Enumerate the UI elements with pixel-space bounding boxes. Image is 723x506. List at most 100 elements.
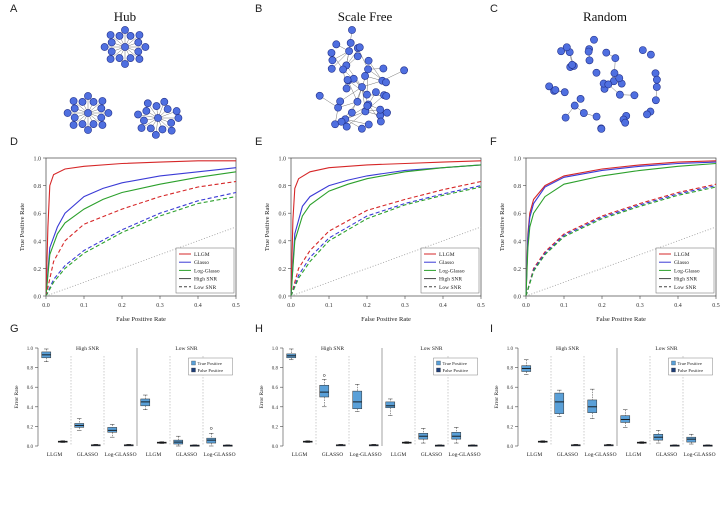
network-node (597, 124, 606, 133)
network-node (361, 72, 369, 80)
network-node (342, 84, 351, 93)
roc-line-glasso-high (525, 161, 717, 297)
network-node (121, 43, 129, 51)
network-node (579, 109, 588, 117)
x-tick-label: 0.1 (560, 303, 568, 309)
network-node (584, 47, 593, 56)
network-node (167, 118, 176, 127)
boxplot-chart-i: 0.0 0.2 0.4 0.6 0.8 1.0 Error Rate High SNR Low … (494, 346, 716, 458)
roc-line-glasso-high (290, 164, 482, 297)
network-node (358, 124, 366, 133)
y-tick-label: 0.0 (514, 295, 522, 301)
network-node (646, 50, 655, 59)
network-node (104, 109, 113, 117)
y-axis-label: True Positive Rate (19, 203, 26, 251)
network-edge (346, 111, 366, 127)
network-node (63, 109, 72, 117)
box-tp (587, 399, 598, 413)
y-tick-label: 0.6 (507, 386, 514, 391)
legend-label: Glasso (439, 260, 454, 266)
panel-label-g: G (10, 323, 19, 335)
network-node (163, 105, 172, 113)
network-node (98, 121, 107, 129)
x-tick-label: 0.1 (80, 303, 88, 309)
roc-line-log-glasso-high (45, 171, 237, 297)
network-node (84, 109, 92, 117)
network-node (364, 120, 373, 129)
group-label: Low SNR (655, 346, 677, 352)
x-axis-label: False Positive Rate (116, 316, 166, 323)
box-outlier (322, 374, 326, 377)
y-tick-label: 1.0 (507, 347, 514, 352)
legend-swatch-tp (671, 360, 676, 366)
legend-label: LLGM (439, 252, 455, 258)
network-node (348, 26, 356, 34)
network-node (146, 124, 155, 133)
network-node (89, 120, 98, 128)
legend-label-fp: False Positive (442, 368, 468, 373)
y-tick-label: 0.4 (27, 406, 34, 411)
network-node (630, 91, 639, 100)
network-node (590, 35, 598, 44)
network-node (89, 98, 98, 106)
panel-label-i: I (490, 323, 494, 335)
network-node (562, 43, 571, 52)
network-node (592, 112, 601, 121)
network-node (339, 65, 347, 74)
x-tick-label: 0.2 (598, 303, 606, 309)
network-node (106, 55, 115, 63)
random-network-graph (545, 35, 661, 133)
network-node (353, 52, 362, 61)
y-tick-label: 0.2 (272, 425, 279, 430)
network-node (121, 26, 129, 34)
x-tick-label: 0.3 (156, 303, 164, 309)
network-node (152, 102, 161, 110)
network-node (610, 69, 619, 77)
network-node (134, 38, 143, 47)
network-edge (357, 47, 369, 70)
network-node (343, 75, 352, 84)
legend-swatch-fp (191, 367, 196, 373)
x-tick-label: 0.0 (522, 303, 530, 309)
network-node (69, 121, 78, 129)
legend-label: Glasso (194, 260, 209, 266)
box-outlier (209, 427, 213, 430)
y-tick-label: 0.4 (507, 406, 514, 411)
group-label: High SNR (76, 346, 99, 352)
x-axis-label: False Positive Rate (596, 316, 646, 323)
legend-label-fp: False Positive (677, 368, 703, 373)
network-node (364, 65, 372, 74)
y-tick-label: 0.4 (34, 239, 42, 245)
network-node (651, 69, 660, 78)
legend-box (668, 357, 713, 376)
roc-line-random (45, 226, 237, 297)
network-node (570, 101, 579, 110)
scale-free-title: Scale Free (337, 9, 393, 24)
x-tick-label: 0.5 (477, 303, 485, 309)
roc-line-log-glasso-high (290, 164, 482, 297)
y-axis-label: True Positive Rate (264, 203, 271, 251)
roc-line-random (525, 226, 717, 297)
network-node (364, 56, 373, 65)
network-node (353, 97, 362, 106)
network-node (345, 47, 353, 56)
network-node (100, 43, 109, 51)
network-node (355, 43, 364, 52)
network-node (126, 32, 135, 40)
y-tick-label: 0.4 (272, 406, 279, 411)
network-node (115, 54, 124, 62)
network-node (332, 40, 341, 49)
roc-line-glasso-high (45, 167, 237, 297)
network-node (342, 122, 351, 131)
category-label: LLGM (626, 452, 642, 458)
network-node (602, 48, 611, 57)
network-node (651, 96, 660, 105)
roc-line-log-glasso-low (45, 196, 237, 297)
x-tick-label: 0.2 (118, 303, 126, 309)
y-tick-label: 0.8 (34, 184, 42, 190)
x-tick-label: 0.2 (363, 303, 371, 309)
y-tick-label: 0.0 (27, 445, 34, 450)
network-node (363, 90, 371, 99)
category-label: GLASSO (557, 452, 578, 458)
roc-line-llgm-high (290, 160, 482, 297)
